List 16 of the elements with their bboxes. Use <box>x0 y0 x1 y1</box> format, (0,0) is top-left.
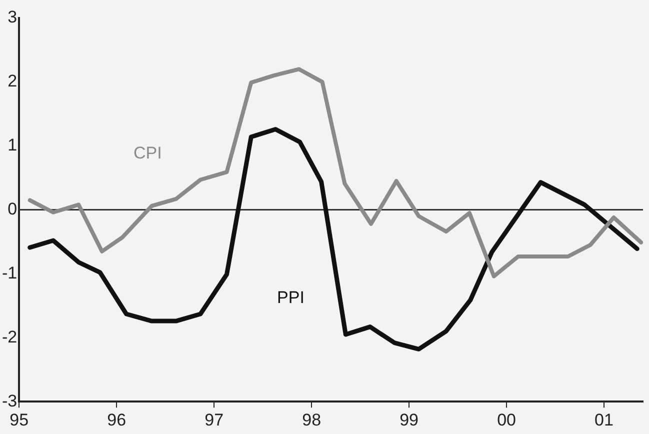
y-tick-label: 3 <box>8 8 18 27</box>
y-tick-label: 2 <box>8 72 18 91</box>
x-tick-label: 99 <box>400 410 419 430</box>
y-tick-label: -3 <box>2 391 18 410</box>
x-tick-label: 98 <box>302 410 322 430</box>
x-tick-label: 95 <box>10 410 29 430</box>
x-tick-label: 00 <box>497 410 516 430</box>
x-tick-label: 01 <box>594 410 614 430</box>
y-tick-label: -1 <box>2 263 18 282</box>
y-tick-label: 0 <box>8 199 18 218</box>
x-tick-label: 96 <box>107 410 126 430</box>
x-tick-label: 97 <box>204 410 224 430</box>
series-label: PPI <box>277 288 304 308</box>
y-tick-label: 1 <box>8 136 18 155</box>
y-tick-label: -2 <box>2 327 18 346</box>
text: CPI <box>134 144 162 163</box>
